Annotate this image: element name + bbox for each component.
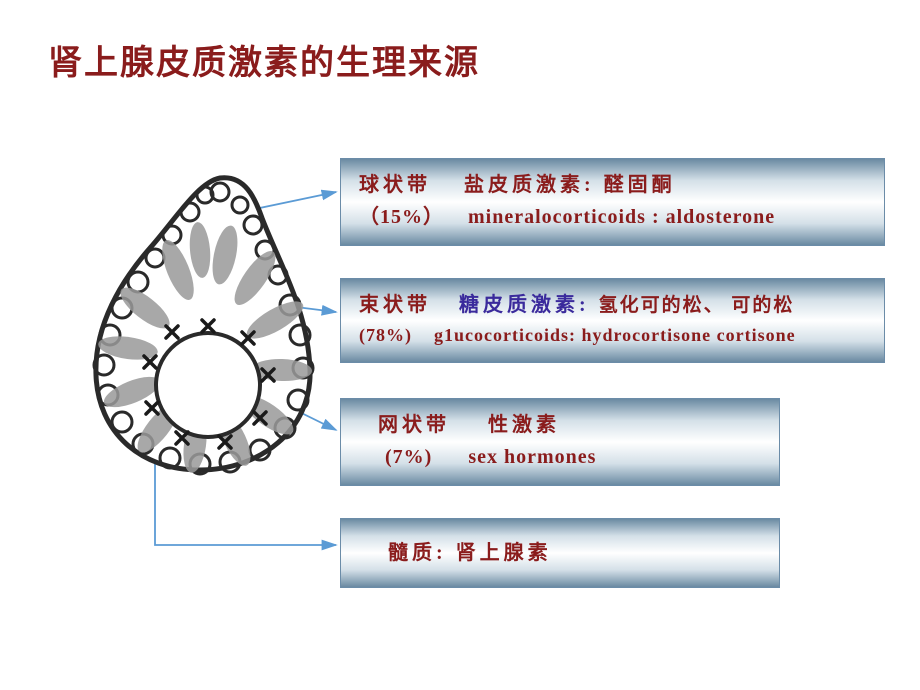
fasciculata-hormone-ex: 氢化可的松、 可的松 <box>599 295 795 316</box>
glomerulosa-cn: 球状带 盐皮质激素: 醛固酮 <box>359 169 866 201</box>
fasciculata-en: g1ucocorticoids: hydrocortisone cortison… <box>434 325 796 345</box>
box-reticularis: 网状带 性激素 (7%) sex hormones <box>340 398 780 486</box>
medulla-circle <box>156 333 260 437</box>
medulla-cn-line: 髓质: 肾上腺素 <box>359 537 761 569</box>
reticularis-layer: 网状带 <box>378 414 450 436</box>
glomerulosa-en-line: （15%） mineralocorticoids : aldosterone <box>359 201 866 233</box>
gland-svg <box>50 170 320 480</box>
glomerulosa-layer: 球状带 <box>359 174 431 196</box>
glomerulosa-hormone: 盐皮质激素: 醛固酮 <box>464 174 676 196</box>
glomerulosa-pct: （15%） <box>359 206 444 228</box>
box-fasciculata: 束状带 糖皮质激素: 氢化可的松、 可的松 (78%) g1ucocortico… <box>340 278 885 363</box>
adrenal-gland-diagram <box>50 170 320 480</box>
fasciculata-cn: 束状带 糖皮质激素: 氢化可的松、 可的松 <box>359 289 866 321</box>
box-medulla: 髓质: 肾上腺素 <box>340 518 780 588</box>
fasciculata-en-line: (78%) g1ucocorticoids: hydrocortisone co… <box>359 321 866 350</box>
reticularis-en: sex hormones <box>468 446 596 468</box>
glomerulosa-en: mineralocorticoids : aldosterone <box>468 206 775 228</box>
reticularis-pct: (7%) <box>385 446 432 468</box>
reticularis-hormone: 性激素 <box>488 414 560 436</box>
fasciculata-pct: (78%) <box>359 325 412 345</box>
box-glomerulosa: 球状带 盐皮质激素: 醛固酮 （15%） mineralocorticoids … <box>340 158 885 246</box>
medulla-cn: 髓质: 肾上腺素 <box>388 542 552 564</box>
reticularis-cn: 网状带 性激素 <box>359 409 761 441</box>
reticularis-en-line: (7%) sex hormones <box>359 441 761 473</box>
fasciculata-hormone-label: 糖皮质激素: <box>459 294 590 316</box>
fasciculata-layer: 束状带 <box>359 294 431 316</box>
